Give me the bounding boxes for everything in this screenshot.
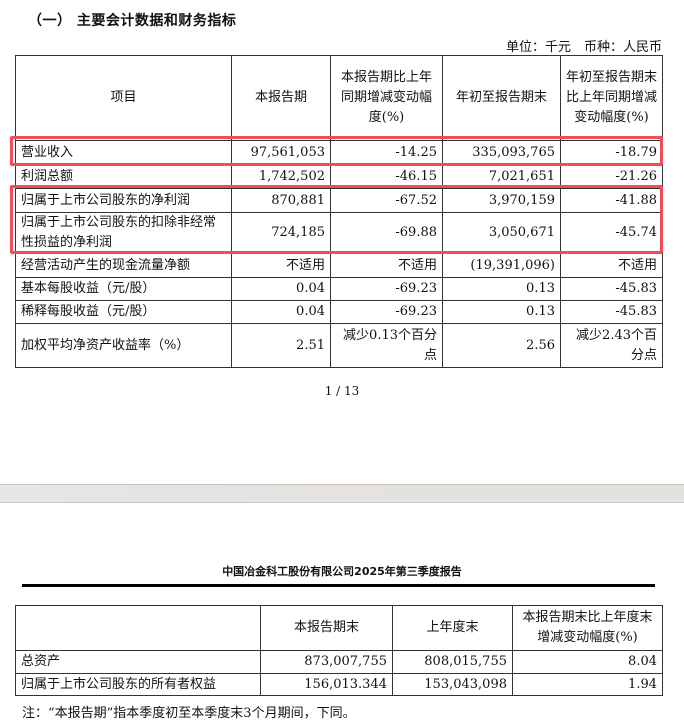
table-row: 营业收入 97,561,053 -14.25 335,093,765 -18.79 — [15, 140, 663, 166]
table-header-row: 本报告期末 上年度末 本报告期末比上年度末增减变动幅度(%) — [15, 605, 663, 651]
cell-value: 不适用 — [330, 253, 443, 278]
header-cell: 年初至报告期末 — [442, 55, 561, 141]
row-label: 归属于上市公司股东的净利润 — [15, 188, 232, 213]
cell-value: 不适用 — [231, 253, 331, 278]
table-row: 基本每股收益（元/股） 0.04 -69.23 0.13 -45.83 — [15, 277, 663, 301]
header-cell: 本报告期末 — [260, 605, 393, 651]
row-label: 稀释每股收益（元/股） — [15, 300, 232, 324]
cell-value: -45.83 — [560, 277, 663, 301]
page-number: 1 / 13 — [324, 384, 360, 398]
cell-value: 2.56 — [442, 323, 561, 368]
cell-value: 335,093,765 — [442, 140, 561, 166]
cell-value: 0.13 — [442, 300, 561, 324]
header-cell: 本报告期 — [231, 55, 331, 141]
row-label: 经营活动产生的现金流量净额 — [15, 253, 232, 278]
header-cell — [15, 605, 261, 651]
report-running-header: 中国冶金科工股份有限公司2025年第三季度报告 — [222, 565, 462, 578]
cell-value: 3,050,671 — [442, 212, 561, 254]
header-cell: 项目 — [15, 55, 232, 141]
table-row: 加权平均净资产收益率（%） 2.51 减少0.13个百分点 2.56 减少2.43个百分… — [15, 323, 663, 368]
cell-value: -46.15 — [330, 165, 443, 189]
cell-value: -14.25 — [330, 140, 443, 166]
table-header-row: 项目 本报告期 本报告期比上年同期增减变动幅度(%) 年初至报告期末 年初至报告… — [15, 55, 663, 141]
cell-value: -69.23 — [330, 277, 443, 301]
cell-value: 1,742,502 — [231, 165, 331, 189]
cell-value: (19,391,096) — [442, 253, 561, 278]
cell-value: 870,881 — [231, 188, 331, 213]
cell-value: -45.83 — [560, 300, 663, 324]
cell-value: 97,561,053 — [231, 140, 331, 166]
cell-value: 不适用 — [560, 253, 663, 278]
header-cell: 本报告期比上年同期增减变动幅度(%) — [330, 55, 443, 141]
cell-value: 1.94 — [512, 673, 663, 696]
row-label: 营业收入 — [15, 140, 232, 166]
page-separator — [0, 484, 684, 503]
financial-indicators-table: 项目 本报告期 本报告期比上年同期增减变动幅度(%) 年初至报告期末 年初至报告… — [15, 55, 663, 368]
cell-value: -21.26 — [560, 165, 663, 189]
cell-value: 8.04 — [512, 650, 663, 674]
balance-table: 本报告期末 上年度末 本报告期末比上年度末增减变动幅度(%) 总资产 873,00… — [15, 605, 663, 696]
cell-value: -69.88 — [330, 212, 443, 254]
section-title: （一） 主要会计数据和财务指标 — [28, 13, 237, 29]
header-cell: 上年度末 — [392, 605, 513, 651]
cell-value: -45.74 — [560, 212, 663, 254]
header-rule — [22, 584, 655, 587]
unit-currency-line: 单位：千元 币种：人民币 — [505, 40, 662, 55]
table-row: 利润总额 1,742,502 -46.15 7,021,651 -21.26 — [15, 165, 663, 189]
cell-value: 7,021,651 — [442, 165, 561, 189]
table-row: 稀释每股收益（元/股） 0.04 -69.23 0.13 -45.83 — [15, 300, 663, 324]
row-label: 利润总额 — [15, 165, 232, 189]
footnote: 注：“本报告期”指本季度初至本季度末3个月期间，下同。 — [22, 706, 356, 721]
row-label: 基本每股收益（元/股） — [15, 277, 232, 301]
cell-value: 0.13 — [442, 277, 561, 301]
cell-value: 减少0.13个百分点 — [330, 323, 443, 368]
table-row: 总资产 873,007,755 808,015,755 8.04 — [15, 650, 663, 674]
cell-value: 0.04 — [231, 277, 331, 301]
row-label: 归属于上市公司股东的所有者权益 — [15, 673, 261, 696]
cell-value: 3,970,159 — [442, 188, 561, 213]
header-cell: 本报告期末比上年度末增减变动幅度(%) — [512, 605, 663, 651]
cell-value: 808,015,755 — [392, 650, 513, 674]
cell-value: -41.88 — [560, 188, 663, 213]
cell-value: -67.52 — [330, 188, 443, 213]
row-label: 总资产 — [15, 650, 261, 674]
cell-value: 0.04 — [231, 300, 331, 324]
cell-value: 873,007,755 — [260, 650, 393, 674]
cell-value: 153,043,098 — [392, 673, 513, 696]
header-cell: 年初至报告期末比上年同期增减变动幅度(%) — [560, 55, 663, 141]
cell-value: -69.23 — [330, 300, 443, 324]
cell-value: 724,185 — [231, 212, 331, 254]
cell-value: 减少2.43个百分点 — [560, 323, 663, 368]
table-row: 归属于上市公司股东的净利润 870,881 -67.52 3,970,159 -41.8… — [15, 188, 663, 213]
table-row: 经营活动产生的现金流量净额 不适用 不适用 (19,391,096) 不适用 — [15, 253, 663, 278]
table-row: 归属于上市公司股东的扣除非经常性损益的净利润 724,185 -69.88 3,050… — [15, 212, 663, 254]
table-row: 归属于上市公司股东的所有者权益 156,013.344 153,043,098 1.9… — [15, 673, 663, 696]
cell-value: 156,013.344 — [260, 673, 393, 696]
row-label: 归属于上市公司股东的扣除非经常性损益的净利润 — [15, 212, 232, 254]
cell-value: -18.79 — [560, 140, 663, 166]
row-label: 加权平均净资产收益率（%） — [15, 323, 232, 368]
cell-value: 2.51 — [231, 323, 331, 368]
